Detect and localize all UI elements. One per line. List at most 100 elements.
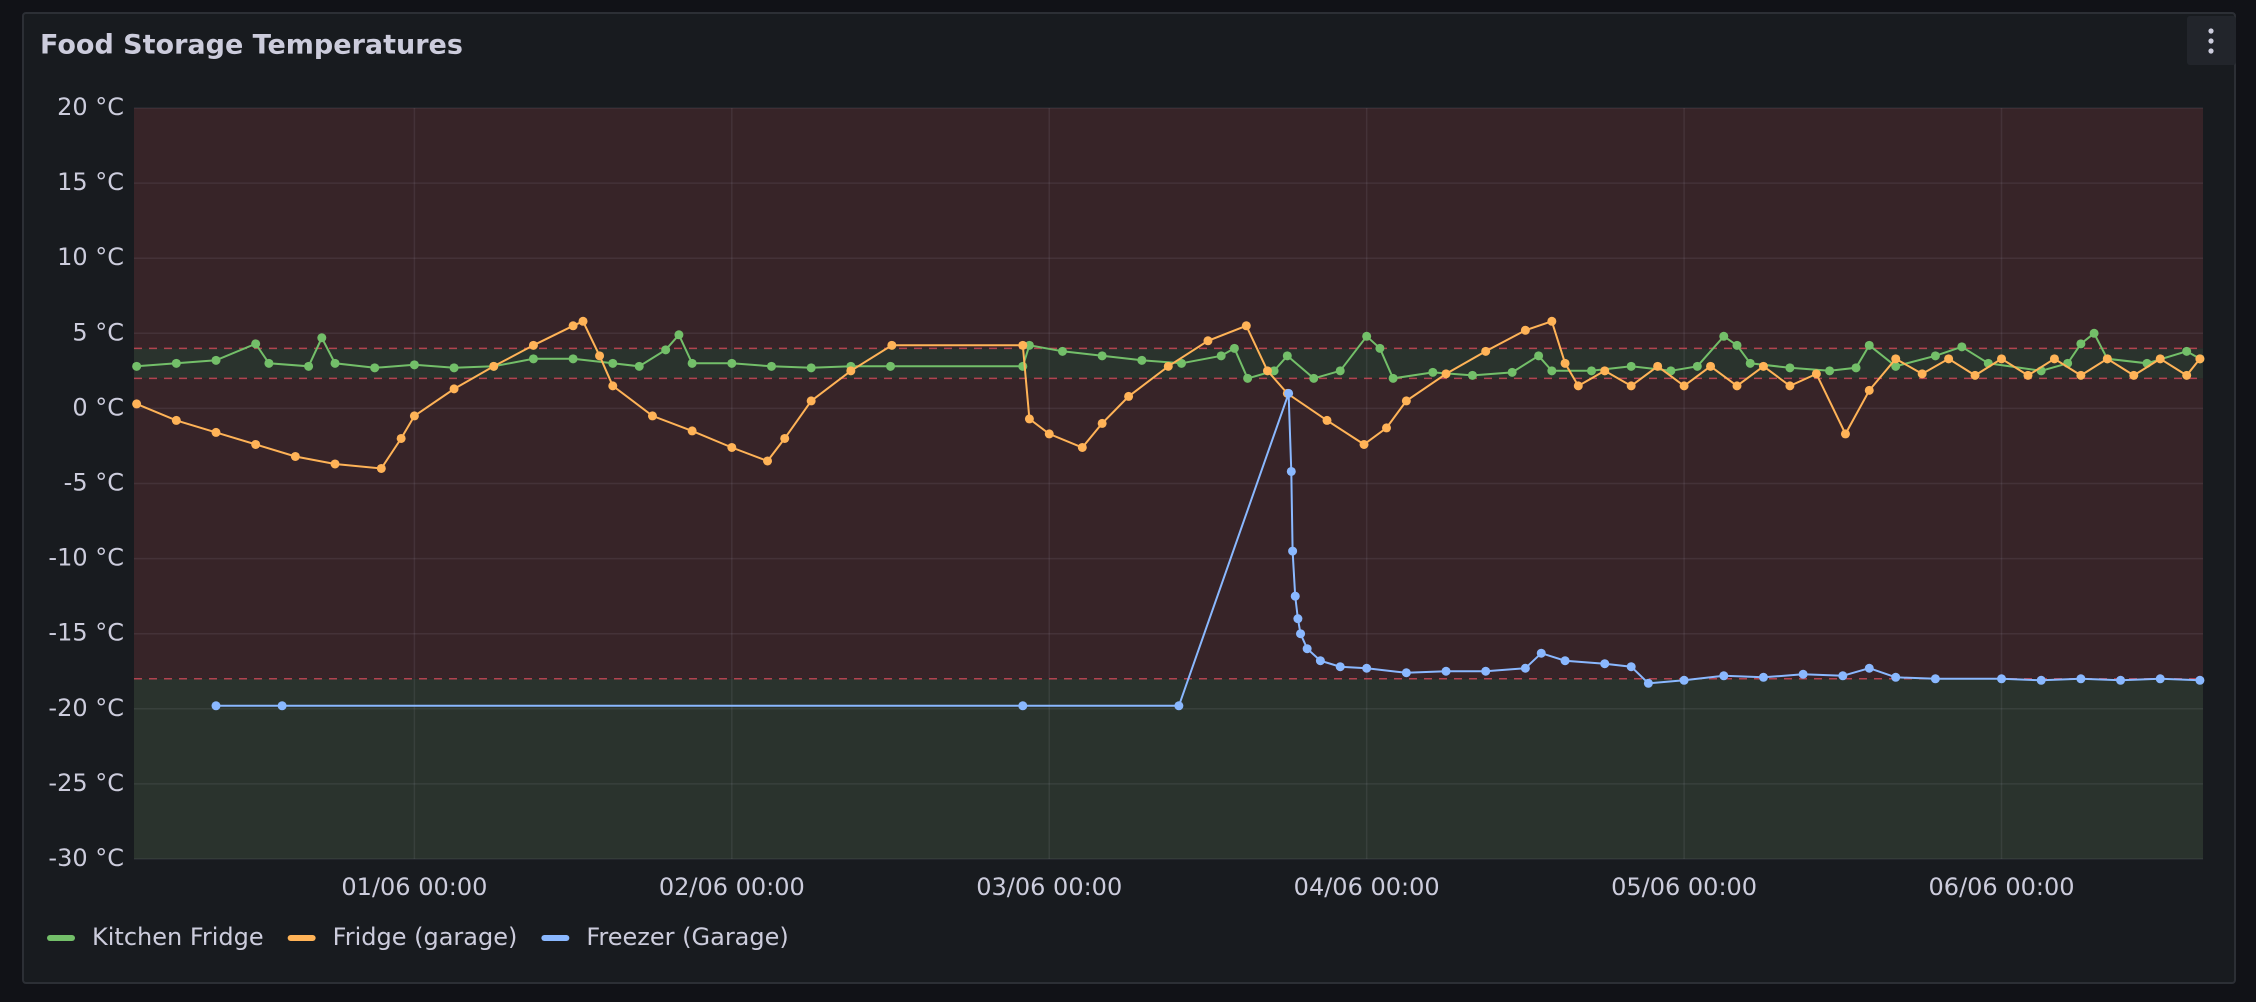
threshold-band — [134, 108, 2203, 349]
data-point — [1838, 671, 1848, 681]
data-point — [1679, 381, 1689, 391]
y-tick-label: -5 °C — [64, 469, 124, 497]
data-point — [1024, 414, 1034, 424]
data-point — [568, 354, 578, 364]
data-point — [396, 433, 406, 443]
data-point — [489, 361, 499, 371]
data-point — [1290, 591, 1300, 601]
data-point — [647, 411, 657, 421]
data-point — [1930, 351, 1940, 361]
data-point — [1057, 346, 1067, 356]
data-point — [1507, 367, 1517, 377]
data-point — [1269, 366, 1279, 376]
data-point — [376, 463, 386, 473]
legend-item[interactable]: Kitchen Fridge — [47, 923, 264, 951]
data-point — [1653, 361, 1663, 371]
legend-swatch — [47, 935, 75, 941]
data-point — [1944, 354, 1954, 364]
data-point — [1382, 423, 1392, 433]
data-point — [1520, 325, 1530, 335]
y-tick-label: -10 °C — [48, 544, 124, 572]
data-point — [780, 433, 790, 443]
panel-menu[interactable] — [2187, 16, 2236, 65]
data-point — [806, 396, 816, 406]
data-point — [1732, 381, 1742, 391]
x-tick-label: 06/06 00:00 — [1929, 873, 2075, 901]
data-point — [1811, 369, 1821, 379]
data-point — [568, 321, 578, 331]
y-tick-label: -30 °C — [48, 844, 124, 872]
data-point — [1124, 391, 1134, 401]
data-point — [1481, 346, 1491, 356]
data-point — [1077, 442, 1087, 452]
data-point — [1587, 366, 1597, 376]
data-point — [2195, 675, 2205, 685]
data-point — [251, 439, 261, 449]
data-point — [1536, 648, 1546, 658]
data-point — [1441, 369, 1451, 379]
data-point — [1362, 331, 1372, 341]
data-point — [1282, 351, 1292, 361]
data-point — [1560, 656, 1570, 666]
data-point — [1864, 340, 1874, 350]
y-tick-label: 20 °C — [57, 93, 124, 121]
data-point — [2129, 370, 2139, 380]
x-tick-label: 03/06 00:00 — [976, 873, 1122, 901]
data-point — [2023, 370, 2033, 380]
data-point — [1375, 343, 1385, 353]
data-point — [251, 339, 261, 349]
data-point — [1679, 675, 1689, 685]
menu-dot — [2208, 38, 2214, 44]
data-point — [2076, 370, 2086, 380]
data-point — [1262, 366, 1272, 376]
data-point — [1917, 369, 1927, 379]
data-point — [1296, 629, 1306, 639]
data-point — [634, 361, 644, 371]
legend-item[interactable]: Freezer (Garage) — [541, 923, 789, 951]
data-point — [1706, 361, 1716, 371]
y-tick-label: 0 °C — [72, 393, 124, 421]
data-point — [1600, 366, 1610, 376]
data-point — [1573, 381, 1583, 391]
data-point — [1930, 674, 1940, 684]
data-point — [1719, 331, 1729, 341]
y-tick-label: 15 °C — [57, 168, 124, 196]
data-point — [1957, 342, 1967, 352]
data-point — [806, 363, 816, 373]
data-point — [1044, 429, 1054, 439]
data-point — [674, 330, 684, 340]
y-tick-label: -15 °C — [48, 619, 124, 647]
data-point — [1600, 659, 1610, 669]
legend-item[interactable]: Fridge (garage) — [287, 923, 518, 951]
data-point — [2155, 354, 2165, 364]
x-tick-label: 02/06 00:00 — [659, 873, 805, 901]
data-point — [687, 426, 697, 436]
data-point — [1626, 662, 1636, 672]
data-point — [608, 381, 618, 391]
data-point — [1692, 361, 1702, 371]
data-point — [290, 451, 300, 461]
data-point — [2195, 354, 2205, 364]
threshold-band — [134, 378, 2203, 679]
data-point — [887, 340, 897, 350]
data-point — [1241, 321, 1251, 331]
data-point — [1534, 351, 1544, 361]
x-tick-label: 04/06 00:00 — [1294, 873, 1440, 901]
data-point — [1302, 644, 1312, 654]
data-point — [1024, 340, 1034, 350]
data-point — [1891, 354, 1901, 364]
legend-swatch — [541, 935, 570, 941]
data-point — [2182, 370, 2192, 380]
data-point — [1851, 363, 1861, 373]
data-point — [1732, 340, 1742, 350]
y-tick-label: -25 °C — [48, 769, 124, 797]
data-point — [687, 358, 697, 368]
data-point — [1293, 614, 1303, 624]
data-point — [1018, 340, 1028, 350]
data-point — [886, 361, 896, 371]
data-point — [1137, 355, 1147, 365]
data-point — [1203, 336, 1213, 346]
data-point — [2182, 346, 2192, 356]
data-point — [1891, 361, 1901, 371]
data-point — [1520, 663, 1530, 673]
